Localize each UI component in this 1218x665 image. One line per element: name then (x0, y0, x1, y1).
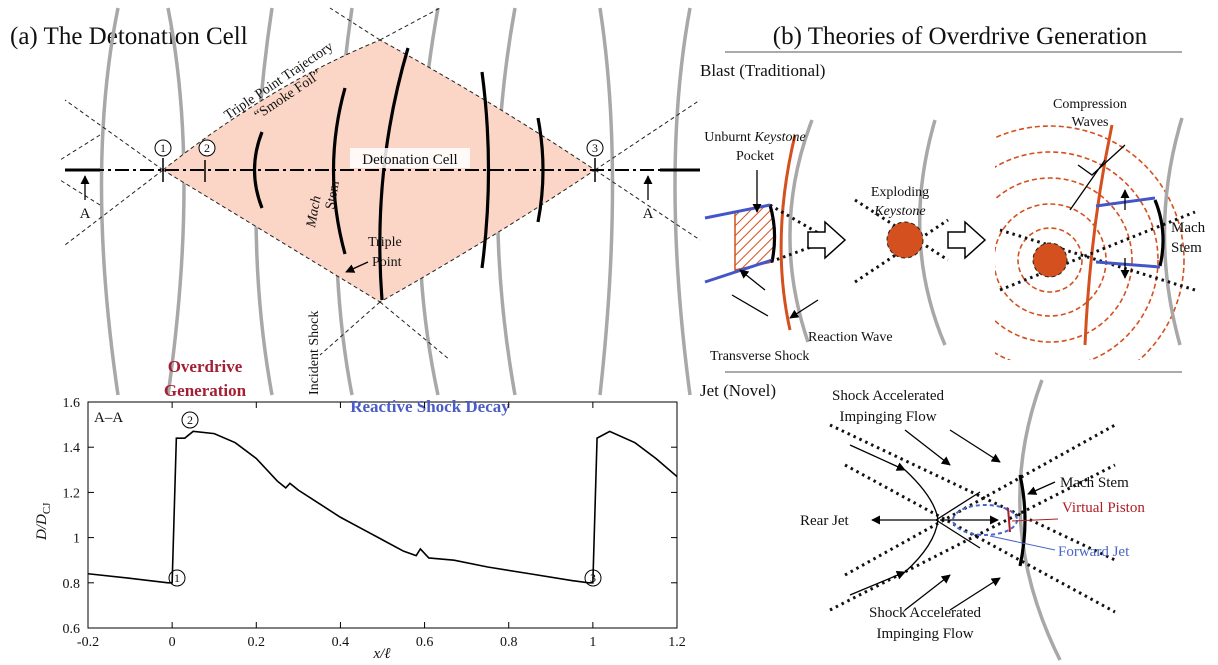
stage-arrow (948, 222, 985, 258)
overdrive-label: Overdrive (168, 357, 243, 376)
jet-diagram (1028, 482, 1055, 494)
detonation-cell-diagram: (a) The Detonation Cell A A Detonation C… (10, 8, 700, 395)
x-tick-label: 0.8 (500, 635, 518, 650)
pocket-label: Unburnt (704, 130, 751, 145)
incident-shock-label: Incident Shock (307, 311, 322, 395)
blast-stage (916, 118, 1195, 394)
data-line (88, 431, 677, 582)
jet-diagram (950, 430, 1000, 462)
point-marker: 3 (592, 141, 598, 155)
rear-jet-label: Rear Jet (800, 513, 850, 529)
stage-arrow (808, 222, 845, 258)
x-tick-label: -0.2 (77, 635, 99, 650)
point-marker: 2 (204, 141, 210, 155)
mach-stem-label: Stem (1171, 240, 1202, 256)
x-tick-label: 0.4 (332, 635, 350, 650)
blast-stage (790, 120, 812, 342)
blast-stage (887, 222, 923, 258)
decay-label: Reactive Shock Decay (350, 397, 510, 416)
shock-label: Transverse Shock (710, 349, 809, 364)
plot-frame (88, 402, 677, 628)
jet-diagram (905, 470, 938, 572)
point-marker: 1 (174, 571, 180, 585)
y-tick-label: 0.8 (63, 577, 81, 592)
x-tick-label: 0.6 (416, 635, 434, 650)
wave-label: Reaction Wave (808, 330, 893, 345)
flow-label: Impinging Flow (876, 626, 973, 642)
blast-stage (1033, 243, 1067, 277)
section-label: A (80, 206, 91, 222)
y-tick-label: 1.6 (63, 396, 81, 411)
blast-stage (732, 295, 768, 316)
y-tick-label: 0.6 (63, 622, 81, 637)
pocket-label: Unburnt Keystone (704, 130, 806, 145)
keystone-label: Exploding (871, 185, 929, 200)
overdrive-label: Generation (164, 381, 247, 400)
point-marker: 2 1 3 (169, 412, 601, 586)
blast-stage (1155, 200, 1163, 266)
pocket-label: Keystone (753, 130, 805, 145)
y-axis-label: CJ (41, 502, 53, 514)
piston-label: Virtual Piston (1062, 500, 1145, 516)
blast-stage (781, 135, 795, 330)
y-tick-label: 1.4 (63, 441, 81, 456)
y-axis-label: D/D (34, 514, 50, 541)
velocity-plot: Overdrive Generation Reactive Shock Deca… (34, 357, 686, 662)
waves-label: Waves (1072, 115, 1109, 130)
jet-diagram (850, 572, 905, 595)
blast-stage (1085, 125, 1112, 345)
pocket-label: Pocket (736, 149, 774, 164)
x-tick-label: 0.2 (248, 635, 266, 650)
x-tick-label: 0 (169, 635, 176, 650)
waves-label: Compression (1053, 97, 1127, 112)
flow-label: Impinging Flow (839, 409, 936, 425)
blast-stage (920, 120, 945, 345)
section-heading: Blast (Traditional) (700, 61, 825, 80)
overdrive-theories: (b) Theories of Overdrive Generation Bla… (700, 23, 1206, 660)
y-axis-label: D/DCJ (34, 502, 53, 541)
section-heading: Jet (Novel) (700, 381, 776, 400)
triple-point-label: Triple (368, 235, 402, 250)
detonation-cell-diagram: (a) The Detonation Cell (10, 23, 248, 50)
x-tick-label: 1.2 (668, 635, 686, 650)
blast-stage (855, 120, 948, 345)
blast-stage (790, 300, 818, 318)
section-annotation: A–A (94, 410, 123, 426)
y-tick-label: 1.2 (63, 486, 81, 501)
cell-label: Detonation Cell (362, 152, 457, 168)
blast-stage (740, 270, 765, 290)
panel-title: (b) Theories of Overdrive Generation (773, 23, 1148, 50)
section-label: A (643, 206, 654, 222)
incident-shock-wave (675, 8, 690, 395)
flow-label: Shock Accelerated (832, 388, 945, 404)
forward-jet-label: Forward Jet (1058, 544, 1130, 560)
incident-shock-wave (600, 8, 613, 395)
jet-diagram (905, 430, 950, 465)
incident-shock-wave (102, 8, 119, 395)
incident-shock-wave (168, 8, 184, 395)
keystone-label: Keystone (873, 204, 925, 219)
mach-stem-label: Mach Stem (1060, 475, 1129, 491)
figure: (a) The Detonation Cell A A Detonation C… (0, 0, 1218, 665)
triple-point-label: Point (372, 255, 402, 270)
x-axis-label: x/ℓ (372, 646, 390, 662)
point-marker: 2 (187, 413, 193, 427)
flow-label: Shock Accelerated (869, 605, 982, 621)
mach-stem-label: Mach (1171, 220, 1206, 236)
jet-diagram (830, 425, 1115, 612)
point-marker: 1 (160, 141, 166, 155)
x-tick-label: 1 (589, 635, 596, 650)
y-tick-label: 1 (73, 532, 80, 547)
